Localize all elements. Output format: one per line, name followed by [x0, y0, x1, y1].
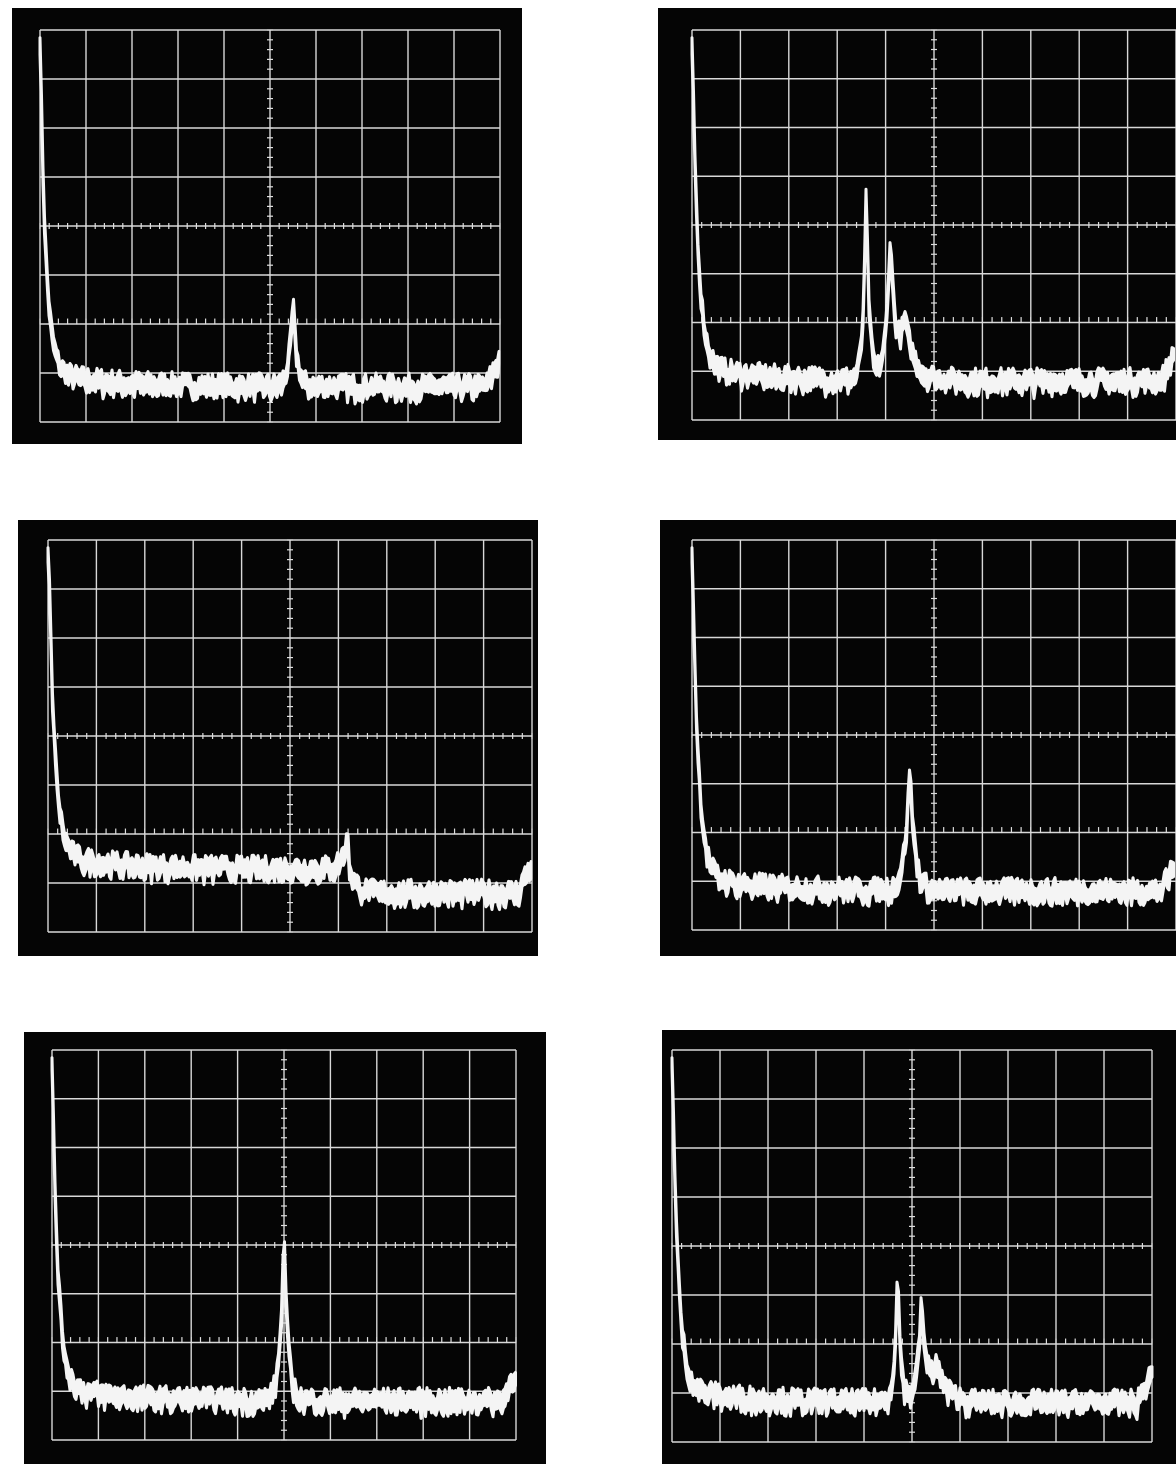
- scope-photo: [18, 520, 538, 956]
- scope-photo: [662, 1030, 1176, 1464]
- scope-photo: [12, 8, 522, 444]
- scope-photo: [660, 520, 1176, 956]
- scope-photo: [24, 1032, 546, 1464]
- scope-photo: [658, 8, 1176, 440]
